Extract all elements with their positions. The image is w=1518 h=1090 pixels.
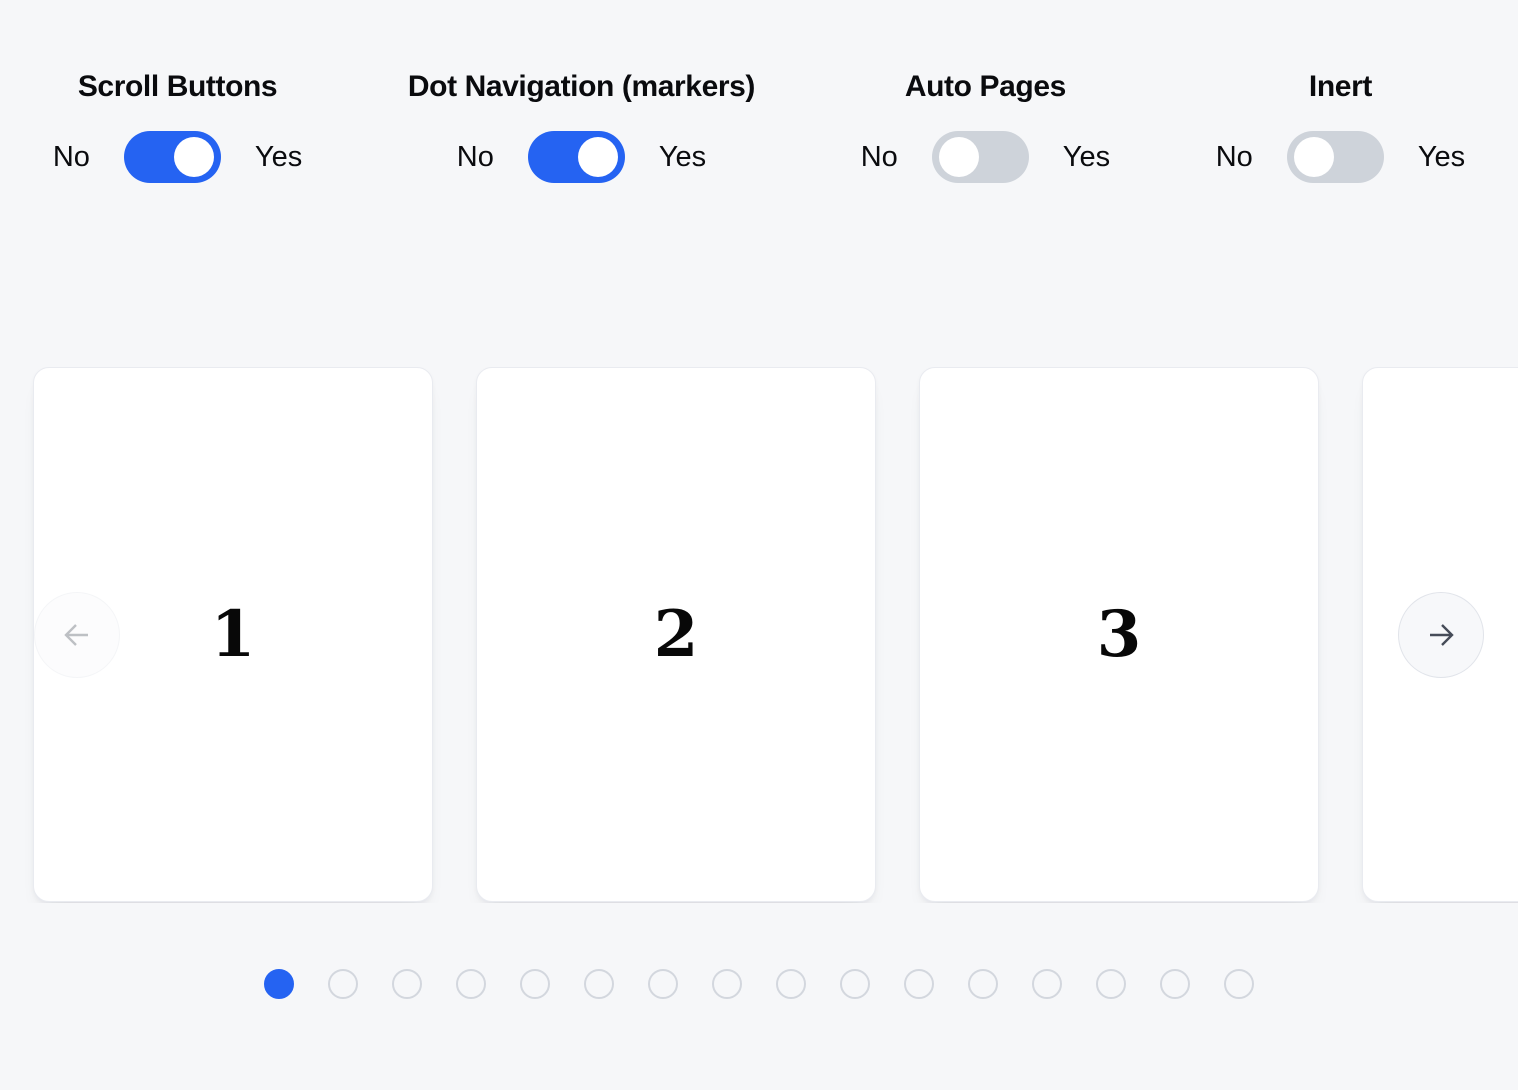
dot-marker[interactable] [776, 969, 806, 999]
toggle-knob [1293, 137, 1334, 177]
card-number: 2 [653, 597, 699, 672]
inert-title: Inert [1308, 70, 1372, 103]
dot-marker[interactable] [392, 969, 422, 999]
dot-marker[interactable] [1096, 969, 1126, 999]
auto-pages-yes-label: Yes [1062, 140, 1111, 173]
dot-marker[interactable] [1032, 969, 1062, 999]
dot-navigation-title: Dot Navigation (markers) [407, 70, 756, 103]
arrow-left-icon [64, 624, 88, 646]
dot-marker[interactable] [904, 969, 934, 999]
scroll-buttons-no-label: No [52, 140, 90, 173]
auto-pages-toggle[interactable] [931, 131, 1029, 183]
auto-pages-row: No Yes [861, 131, 1110, 183]
carousel-next-button[interactable] [1398, 592, 1484, 678]
card-number: 1 [210, 597, 256, 672]
scroll-buttons-title: Scroll Buttons [77, 70, 278, 103]
dot-navigation [0, 969, 1518, 999]
carousel-card: 3 [919, 367, 1319, 902]
dot-marker[interactable] [520, 969, 550, 999]
dot-marker-active[interactable] [264, 969, 294, 999]
carousel-settings-bar: Scroll Buttons No Yes Dot Navigation (ma… [0, 0, 1518, 183]
dot-marker[interactable] [456, 969, 486, 999]
arrow-right-icon [1430, 624, 1454, 646]
dot-navigation-toggle[interactable] [527, 131, 625, 183]
dot-navigation-row: No Yes [457, 131, 706, 183]
scroll-buttons-yes-label: Yes [254, 140, 303, 173]
carousel-prev-button[interactable] [34, 592, 120, 678]
inert-yes-label: Yes [1417, 140, 1466, 173]
control-group-inert: Inert No Yes [1216, 70, 1465, 183]
toggle-knob [577, 137, 618, 177]
carousel-track[interactable]: 1234 [33, 367, 1518, 902]
inert-row: No Yes [1216, 131, 1465, 183]
card-number: 3 [1096, 597, 1142, 672]
inert-no-label: No [1215, 140, 1253, 173]
dot-marker[interactable] [648, 969, 678, 999]
control-group-scroll-buttons: Scroll Buttons No Yes [53, 70, 302, 183]
scroll-buttons-row: No Yes [53, 131, 302, 183]
carousel-card: 2 [476, 367, 876, 902]
inert-toggle[interactable] [1286, 131, 1384, 183]
scroll-buttons-toggle[interactable] [123, 131, 221, 183]
control-group-dot-navigation: Dot Navigation (markers) No Yes [408, 70, 755, 183]
auto-pages-title: Auto Pages [904, 70, 1066, 103]
dot-marker[interactable] [1224, 969, 1254, 999]
dot-marker[interactable] [1160, 969, 1190, 999]
dot-marker[interactable] [584, 969, 614, 999]
dot-navigation-yes-label: Yes [658, 140, 707, 173]
dot-marker[interactable] [328, 969, 358, 999]
carousel-viewport: 1234 [0, 367, 1518, 903]
auto-pages-no-label: No [860, 140, 898, 173]
dot-marker[interactable] [968, 969, 998, 999]
dot-marker[interactable] [840, 969, 870, 999]
dot-navigation-no-label: No [456, 140, 494, 173]
dot-marker[interactable] [712, 969, 742, 999]
toggle-knob [938, 137, 979, 177]
toggle-knob [173, 137, 214, 177]
control-group-auto-pages: Auto Pages No Yes [861, 70, 1110, 183]
